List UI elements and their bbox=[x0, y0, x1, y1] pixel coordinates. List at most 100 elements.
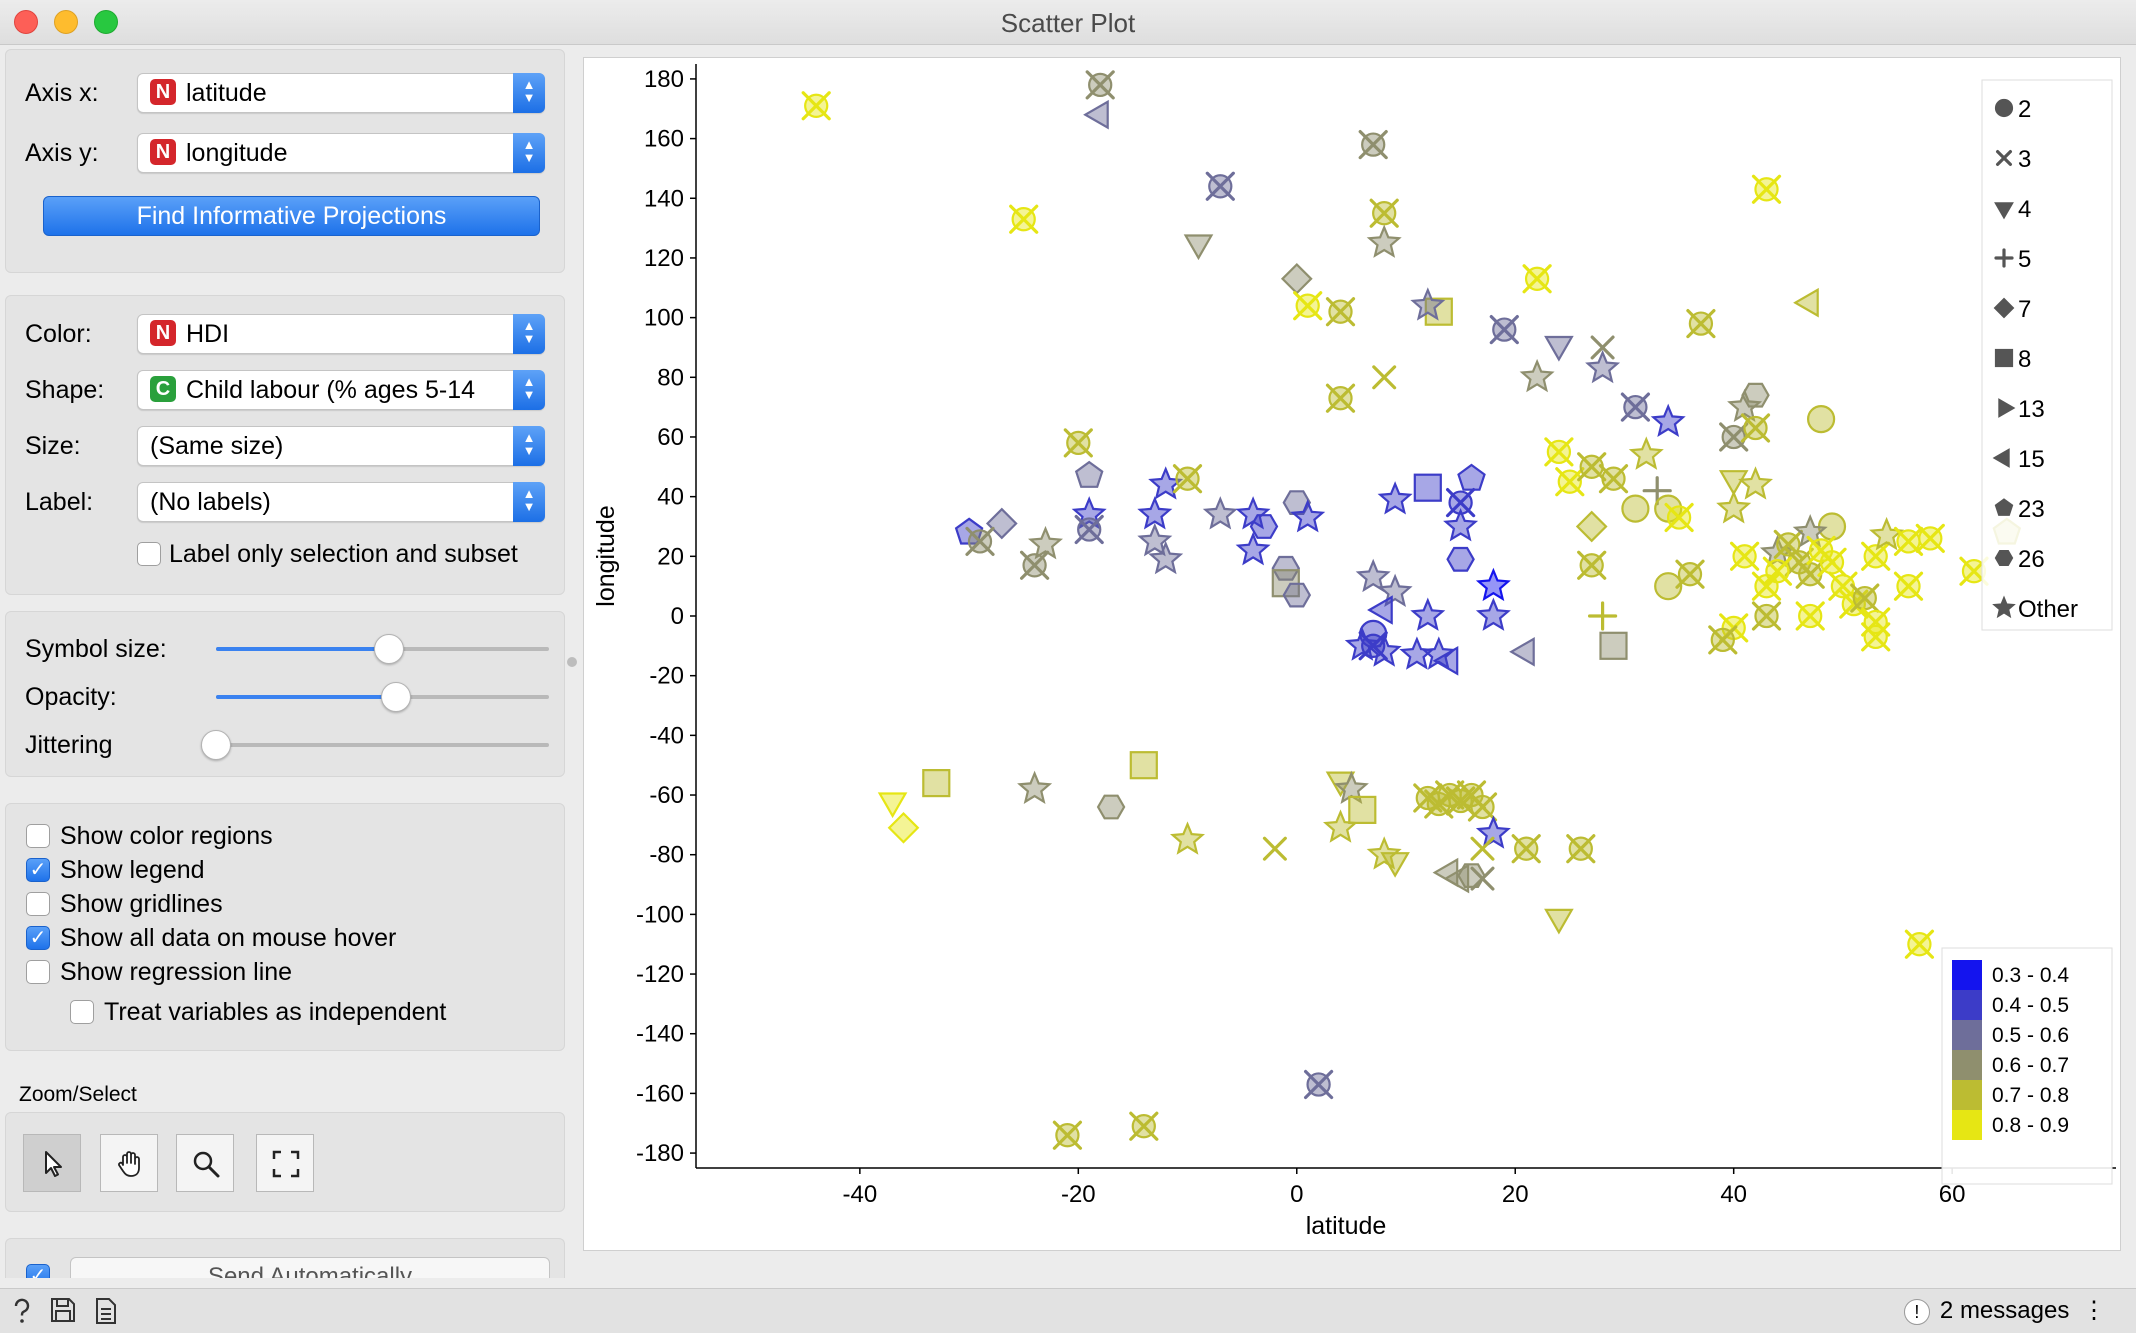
data-point[interactable] bbox=[1280, 262, 1313, 295]
data-point[interactable] bbox=[1282, 490, 1312, 516]
data-point[interactable] bbox=[1470, 836, 1495, 861]
data-point[interactable] bbox=[1544, 335, 1574, 362]
data-point[interactable] bbox=[1598, 464, 1629, 494]
data-point[interactable] bbox=[1271, 555, 1301, 581]
data-point[interactable] bbox=[1202, 496, 1238, 530]
data-point[interactable] bbox=[1806, 405, 1836, 434]
symbol-size-handle[interactable] bbox=[374, 634, 405, 664]
data-point[interactable] bbox=[1443, 508, 1479, 542]
send-automatically-checkbox[interactable]: ✓ bbox=[26, 1264, 50, 1278]
data-point[interactable] bbox=[1443, 863, 1470, 894]
label-combo[interactable]: (No labels) ▲ ▼ bbox=[137, 482, 545, 522]
data-point[interactable] bbox=[1577, 452, 1607, 482]
close-icon[interactable] bbox=[14, 10, 38, 34]
data-point[interactable] bbox=[1413, 473, 1442, 502]
data-point[interactable] bbox=[1587, 601, 1618, 631]
help-icon[interactable] bbox=[10, 1297, 34, 1325]
data-point[interactable] bbox=[1446, 546, 1475, 572]
data-point[interactable] bbox=[1148, 540, 1184, 575]
data-point[interactable] bbox=[1467, 792, 1498, 822]
send-automatically-button[interactable]: Send Automatically bbox=[70, 1257, 550, 1278]
data-point[interactable] bbox=[1738, 466, 1773, 500]
scatter-plot-svg[interactable]: 180160140120100806040200-20-40-60-80-100… bbox=[584, 58, 2120, 1250]
data-point[interactable] bbox=[1372, 365, 1397, 390]
data-point[interactable] bbox=[985, 507, 1018, 540]
data-point[interactable] bbox=[1290, 499, 1326, 533]
size-combo[interactable]: (Same size) ▲ ▼ bbox=[137, 426, 545, 466]
data-point[interactable] bbox=[1074, 460, 1104, 488]
data-point[interactable] bbox=[1727, 388, 1763, 423]
pan-tool-button[interactable] bbox=[100, 1134, 158, 1192]
label-only-selection-checkbox[interactable] bbox=[137, 542, 161, 566]
data-point[interactable] bbox=[1432, 645, 1459, 676]
messages-indicator[interactable]: ! 2 messages ⋮ bbox=[1903, 1295, 2106, 1327]
data-point[interactable] bbox=[1475, 567, 1511, 602]
data-point[interactable] bbox=[1410, 287, 1446, 321]
reset-zoom-button[interactable] bbox=[256, 1134, 314, 1192]
data-point[interactable] bbox=[801, 91, 831, 121]
data-point[interactable] bbox=[1544, 437, 1574, 467]
data-point[interactable] bbox=[1129, 1111, 1159, 1141]
data-point[interactable] bbox=[1719, 422, 1749, 452]
data-point[interactable] bbox=[1205, 171, 1235, 201]
data-point[interactable] bbox=[1170, 821, 1205, 855]
data-point[interactable] bbox=[1861, 622, 1891, 652]
data-point[interactable] bbox=[1590, 335, 1615, 360]
data-point[interactable] bbox=[1129, 751, 1158, 780]
find-informative-projections-button[interactable]: Find Informative Projections bbox=[43, 196, 540, 236]
data-point[interactable] bbox=[1675, 559, 1705, 589]
data-point[interactable] bbox=[1475, 597, 1511, 631]
maximize-icon[interactable] bbox=[94, 10, 118, 34]
data-point[interactable] bbox=[1773, 529, 1803, 559]
data-point[interactable] bbox=[1377, 481, 1413, 515]
data-point[interactable] bbox=[1475, 815, 1511, 849]
data-point[interactable] bbox=[1017, 770, 1053, 805]
show-legend-checkbox[interactable]: ✓ bbox=[26, 858, 50, 882]
data-point[interactable] bbox=[1628, 436, 1664, 470]
minimize-icon[interactable] bbox=[54, 10, 78, 34]
data-point[interactable] bbox=[1325, 383, 1356, 413]
data-point[interactable] bbox=[1303, 1069, 1334, 1100]
show-all-data-checkbox[interactable]: ✓ bbox=[26, 926, 50, 950]
jittering-handle[interactable] bbox=[201, 730, 231, 760]
data-point[interactable] bbox=[965, 526, 995, 556]
data-point[interactable] bbox=[1470, 866, 1495, 891]
data-point[interactable] bbox=[1708, 625, 1738, 655]
data-point[interactable] bbox=[1544, 908, 1574, 935]
data-point[interactable] bbox=[1293, 291, 1323, 321]
data-point[interactable] bbox=[1445, 488, 1476, 518]
data-point[interactable] bbox=[1642, 476, 1672, 506]
data-point[interactable] bbox=[1421, 636, 1457, 670]
data-point[interactable] bbox=[1566, 834, 1596, 864]
data-point[interactable] bbox=[1344, 627, 1380, 661]
select-tool-button[interactable] bbox=[23, 1134, 81, 1192]
data-point[interactable] bbox=[1249, 514, 1279, 539]
data-point[interactable] bbox=[1028, 525, 1063, 560]
data-point[interactable] bbox=[1577, 550, 1607, 580]
show-color-regions-checkbox[interactable] bbox=[26, 824, 50, 848]
data-point[interactable] bbox=[1410, 597, 1446, 631]
data-point[interactable] bbox=[1620, 392, 1651, 422]
show-regression-line-checkbox[interactable] bbox=[26, 960, 50, 984]
data-point[interactable] bbox=[1740, 413, 1771, 443]
data-point[interactable] bbox=[1366, 633, 1402, 667]
data-point[interactable] bbox=[1009, 204, 1039, 234]
report-icon[interactable] bbox=[94, 1297, 118, 1325]
data-point[interactable] bbox=[1511, 834, 1541, 864]
data-point[interactable] bbox=[1915, 523, 1945, 553]
data-point[interactable] bbox=[1063, 428, 1093, 458]
data-point[interactable] bbox=[1850, 583, 1880, 613]
data-point[interactable] bbox=[1664, 502, 1694, 533]
data-point[interactable] bbox=[1323, 809, 1358, 843]
data-point[interactable] bbox=[1751, 601, 1782, 631]
data-point[interactable] bbox=[1085, 70, 1115, 100]
data-point[interactable] bbox=[1262, 836, 1287, 861]
opacity-handle[interactable] bbox=[380, 682, 411, 712]
data-point[interactable] bbox=[1575, 510, 1608, 543]
data-point[interactable] bbox=[1137, 496, 1173, 530]
data-point[interactable] bbox=[1519, 358, 1555, 393]
symbol-size-slider[interactable] bbox=[216, 634, 549, 664]
data-point[interactable] bbox=[1183, 234, 1214, 261]
data-point[interactable] bbox=[1489, 315, 1519, 345]
